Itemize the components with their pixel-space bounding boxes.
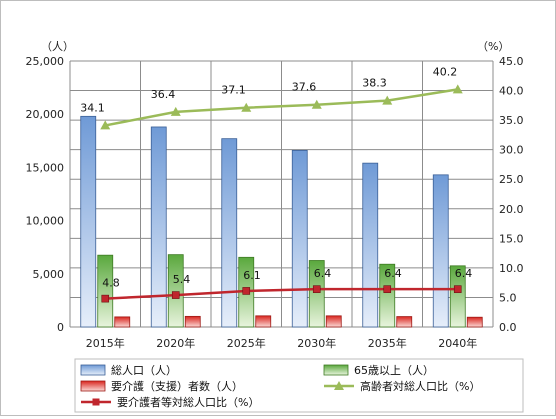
legend-box <box>74 358 524 413</box>
right-tick-label: 40.0 <box>499 85 524 98</box>
bar <box>432 174 449 328</box>
x-tick-label: 2015年 <box>86 336 125 350</box>
data-label: 34.1 <box>80 101 105 114</box>
bar <box>150 126 167 328</box>
legend-label: 高齢者対総人口比（%） <box>360 379 480 393</box>
bar <box>255 315 272 328</box>
data-label: 6.1 <box>243 269 261 282</box>
left-tick-label: 20,000 <box>26 108 65 121</box>
line-point <box>101 294 110 303</box>
bar <box>114 316 131 328</box>
right-tick-label: 30.0 <box>499 144 524 157</box>
right-tick-label: 35.0 <box>499 114 524 127</box>
x-tick-label: 2020年 <box>156 336 195 350</box>
line-point <box>453 285 462 293</box>
bar <box>97 254 114 328</box>
legend: 総人口（人） 65歳以上（人） 要介護（支援）者数（人） 高齢者対総人口比（%） 要介護… <box>74 358 524 413</box>
data-label: 36.4 <box>151 88 176 101</box>
right-tick-label: 25.0 <box>499 173 524 186</box>
x-tick-label: 2025年 <box>227 336 266 350</box>
right-tick-label: 0.0 <box>499 321 517 334</box>
bar <box>80 115 97 328</box>
left-axis-unit: （人） <box>41 40 74 53</box>
data-label: 37.1 <box>221 84 246 97</box>
x-tick-label: 2030年 <box>297 336 336 350</box>
bar <box>362 162 379 328</box>
right-tick-label: 45.0 <box>499 55 524 68</box>
line-point <box>312 285 321 293</box>
line-point <box>171 291 180 299</box>
bar <box>221 138 238 328</box>
x-tick-label: 2040年 <box>438 336 477 350</box>
legend-label: 要介護（支援）者数（人） <box>111 379 243 393</box>
gridlines <box>69 60 494 328</box>
line-point <box>241 102 252 112</box>
data-label: 4.8 <box>102 277 120 290</box>
legend-swatch <box>80 380 106 392</box>
bar <box>396 316 413 328</box>
right-axis-unit: （%） <box>477 40 509 53</box>
data-label: 38.3 <box>362 77 387 90</box>
legend-swatch <box>80 364 106 376</box>
data-labels-group: 34.1 36.4 37.1 37.6 38.3 40.2 4.8 5.4 6.1 6.4 6.4 6… <box>80 65 472 289</box>
axes-group: 0 5,000 10,000 15,000 20,000 25,000 0.0 5.0 10.0… <box>26 40 524 350</box>
series-line <box>105 287 458 300</box>
legend-marker <box>334 381 344 390</box>
legend-label: 要介護者等対総人口比（%） <box>117 395 259 409</box>
legend-label: 総人口（人） <box>111 363 177 377</box>
line-point <box>452 84 463 94</box>
line-point <box>383 285 392 293</box>
line-point <box>311 99 322 109</box>
data-label: 37.6 <box>292 81 317 94</box>
bar <box>184 315 201 328</box>
series-line <box>105 88 458 127</box>
bar <box>449 265 466 328</box>
legend-marker <box>92 398 100 406</box>
data-label: 6.4 <box>455 267 473 280</box>
x-tick-label: 2035年 <box>368 336 407 350</box>
legend-swatch <box>323 364 349 376</box>
bar <box>167 254 184 328</box>
line-point <box>242 287 251 295</box>
data-label: 40.2 <box>433 65 458 78</box>
left-tick-label: 0 <box>57 321 64 334</box>
right-tick-label: 15.0 <box>499 232 524 245</box>
right-tick-label: 5.0 <box>499 291 517 304</box>
left-tick-label: 25,000 <box>26 55 65 68</box>
left-tick-label: 15,000 <box>26 161 65 174</box>
data-label: 6.4 <box>314 267 332 280</box>
line-point <box>100 120 111 130</box>
right-tick-label: 20.0 <box>499 203 524 216</box>
line-series-group <box>100 84 463 303</box>
left-tick-label: 10,000 <box>26 215 65 228</box>
bar <box>291 149 308 328</box>
right-tick-label: 10.0 <box>499 262 524 275</box>
line-point <box>382 95 393 105</box>
line-point <box>170 106 181 116</box>
data-label: 6.4 <box>384 267 402 280</box>
bar <box>466 316 483 328</box>
bar-series-group <box>80 115 483 328</box>
bar <box>308 260 325 328</box>
bar <box>325 315 342 328</box>
bar <box>379 263 396 328</box>
data-label: 5.4 <box>173 273 191 286</box>
left-tick-label: 5,000 <box>33 268 65 281</box>
legend-label: 65歳以上（人） <box>354 364 434 377</box>
